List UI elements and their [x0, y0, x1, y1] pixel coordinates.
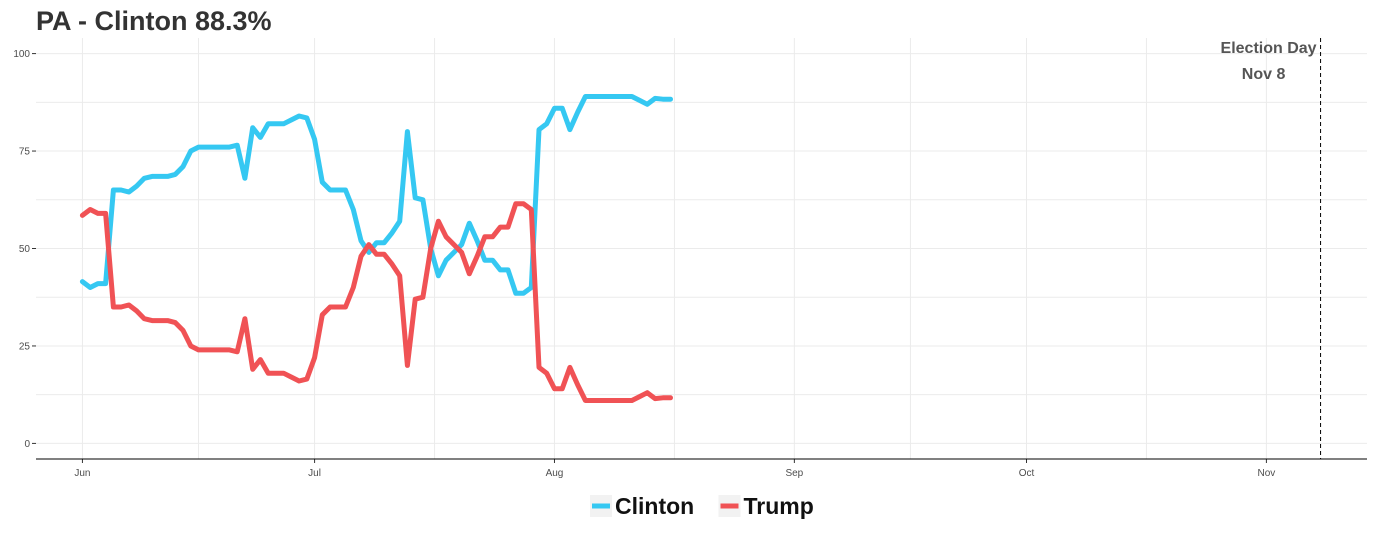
chart-title: PA - Clinton 88.3%	[36, 6, 272, 36]
y-tick-label: 75	[19, 147, 31, 158]
election-day-label: Election Day	[1221, 40, 1317, 57]
election-day-annotation: Election Day Nov 8	[1221, 38, 1322, 459]
y-tick-label: 100	[13, 49, 30, 60]
x-tick-label: Oct	[1019, 468, 1035, 479]
x-tick-label: Sep	[785, 468, 803, 479]
series-line-clinton	[79, 94, 673, 296]
grid	[36, 38, 1367, 459]
election-date-label: Nov 8	[1242, 66, 1286, 83]
series-group	[79, 94, 673, 403]
legend-label-clinton: Clinton	[615, 493, 694, 519]
x-tick-label: Nov	[1258, 468, 1276, 479]
x-tick-label: Jul	[308, 468, 321, 479]
y-tick-label: 0	[24, 439, 30, 450]
y-tick-label: 50	[19, 244, 31, 255]
legend: Clinton Trump	[590, 493, 814, 519]
y-tick-label: 25	[19, 341, 31, 352]
legend-label-trump: Trump	[744, 493, 814, 519]
series-line-trump	[79, 201, 673, 403]
x-tick-label: Aug	[546, 468, 564, 479]
axes: 0 25 50 75 100 Jun Jul Aug Sep Oct Nov	[13, 49, 1367, 479]
x-tick-label: Jun	[74, 468, 90, 479]
